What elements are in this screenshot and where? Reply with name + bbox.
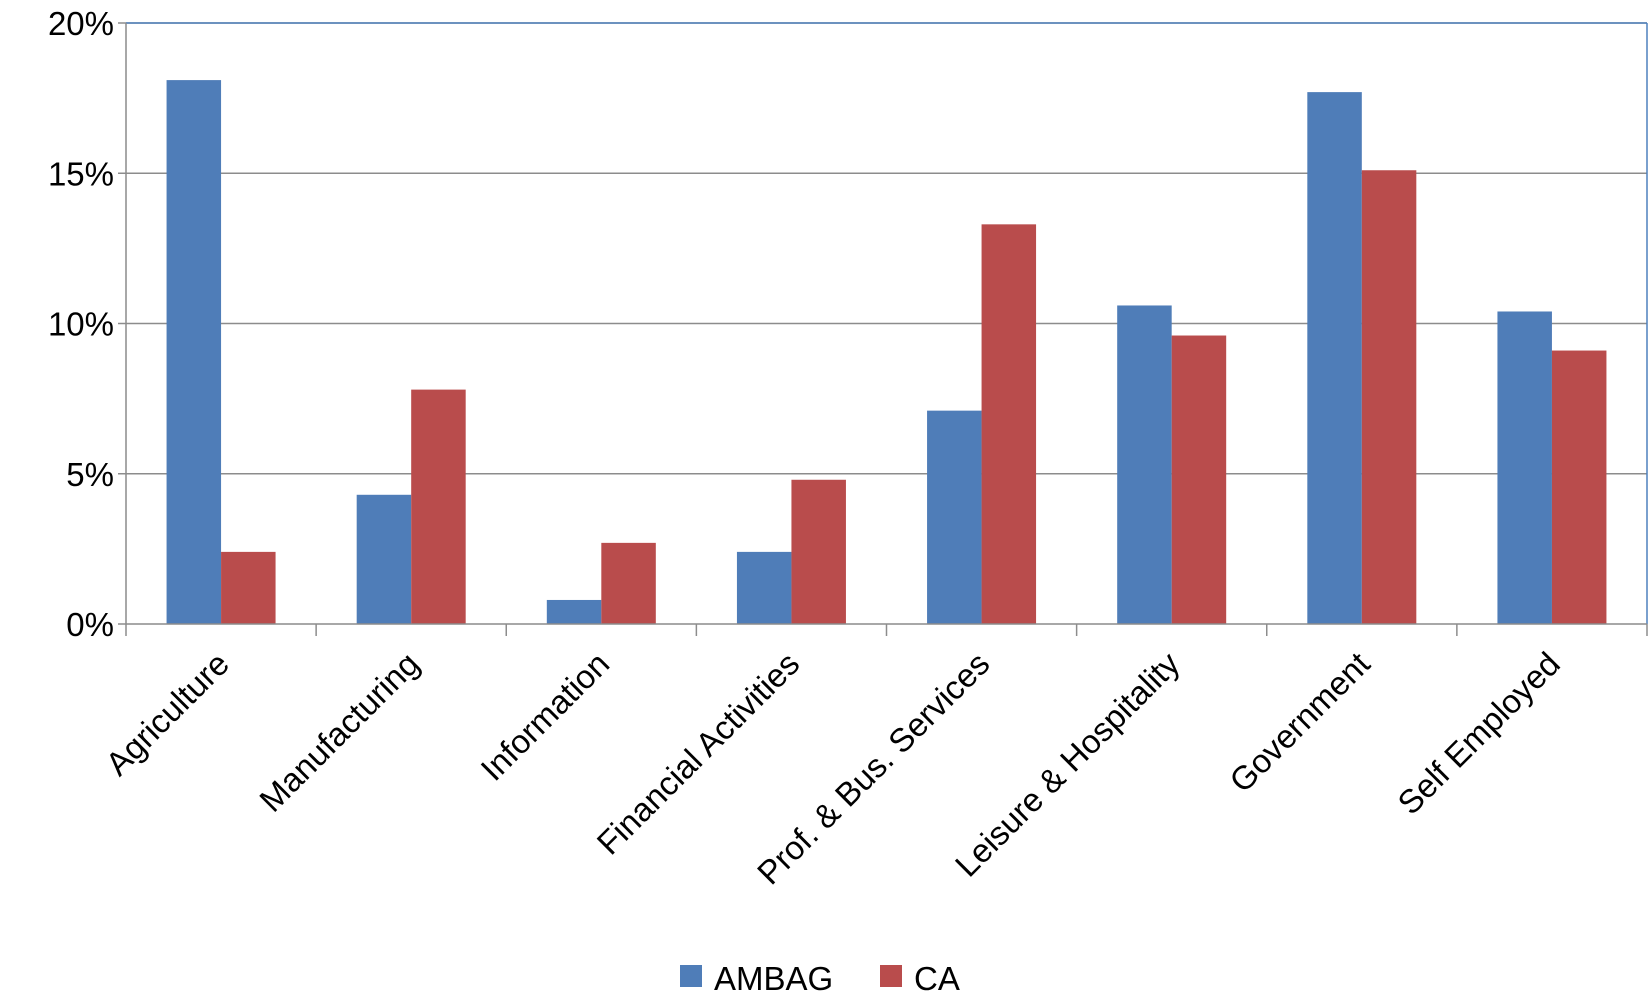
bar-ambag (1307, 92, 1362, 625)
bar-ca (1361, 170, 1417, 624)
category-label: Information (473, 645, 616, 788)
y-tick-label: 20% (48, 5, 114, 42)
bar-ca (411, 389, 466, 624)
y-tick-label: 10% (48, 306, 114, 343)
legend-swatch-ca (880, 965, 902, 987)
bar-ambag (356, 494, 412, 624)
legend-label-ambag: AMBAG (714, 960, 833, 997)
bar-ambag (1117, 305, 1172, 624)
bar-ca (981, 224, 1037, 624)
category-label: Agriculture (98, 645, 236, 783)
bar-ambag (736, 551, 792, 624)
y-tick-label: 5% (66, 456, 114, 493)
category-label: Government (1222, 645, 1377, 800)
y-tick-label: 0% (66, 606, 114, 643)
y-tick-labels: 0% 5% 10% 15% 20% (48, 5, 114, 643)
bar-ca (1171, 335, 1227, 624)
y-tick-label: 15% (48, 155, 114, 192)
bar-ambag (546, 599, 602, 624)
category-label: Financial Activities (590, 645, 807, 862)
gridlines (126, 22, 1647, 475)
bar-ca (1551, 350, 1607, 624)
bar-ca (791, 479, 846, 624)
bar-ca (221, 551, 276, 624)
bar-ambag (927, 410, 982, 624)
bar-ambag (166, 80, 222, 625)
bar-ambag (1497, 311, 1552, 624)
bar-ca (601, 542, 656, 624)
category-label: Manufacturing (252, 645, 426, 819)
legend-swatch-ambag (680, 965, 702, 987)
legend-label-ca: CA (914, 960, 960, 997)
category-label: Self Employed (1390, 645, 1567, 822)
legend: AMBAG CA (680, 960, 960, 997)
category-labels: Agriculture Manufacturing InformationFinan… (98, 644, 1567, 891)
axes (118, 22, 1648, 636)
bars (166, 80, 1607, 625)
